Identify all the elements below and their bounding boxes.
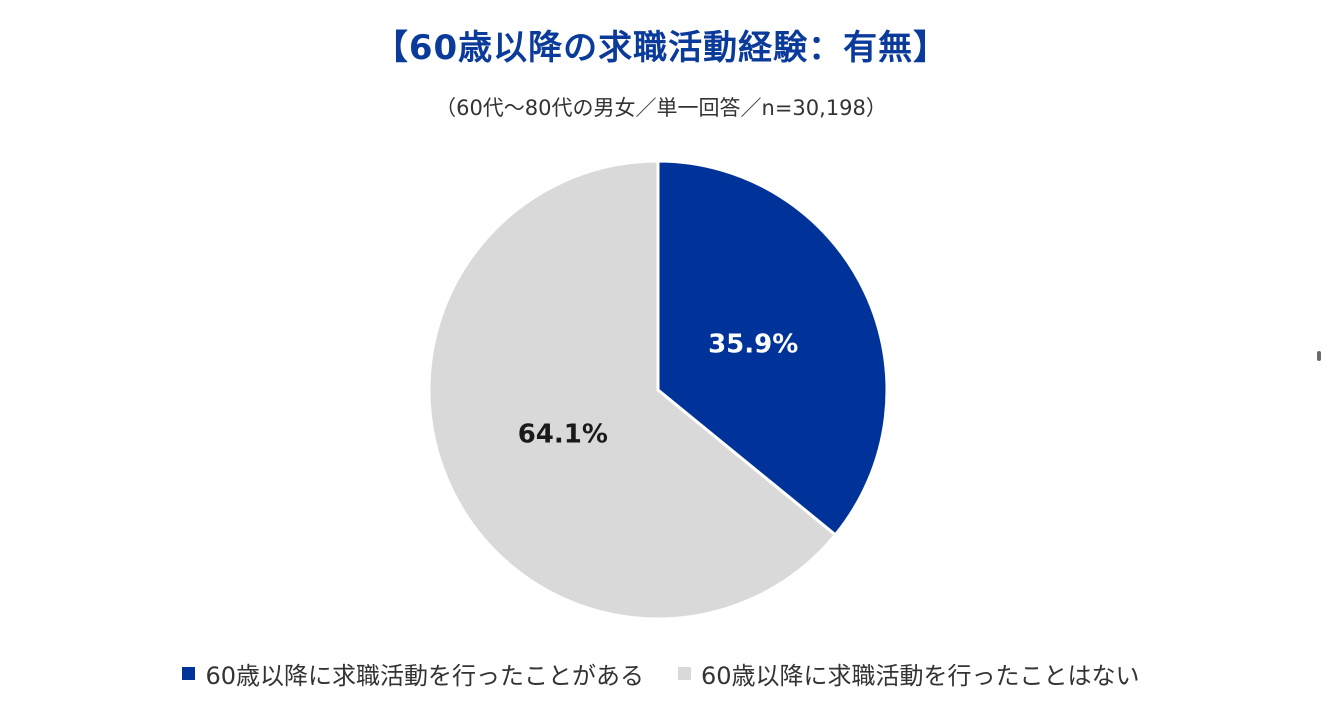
chart-title: 【60歳以降の求職活動経験：有無】 xyxy=(373,28,949,68)
chart-subtitle: （60代～80代の男女／単一回答／n=30,198） xyxy=(435,96,887,120)
edge-marker xyxy=(1317,351,1321,361)
legend-item-yes: 60歳以降に求職活動を行ったことがある xyxy=(182,656,644,691)
pie-label-no: 64.1% xyxy=(518,420,608,450)
legend-label-no: 60歳以降に求職活動を行ったことはない xyxy=(701,662,1140,690)
legend-swatch-no xyxy=(678,667,691,680)
pie-slice-yes xyxy=(656,159,889,537)
legend: 60歳以降に求職活動を行ったことがある 60歳以降に求職活動を行ったことはない xyxy=(0,656,1322,691)
legend-label-yes: 60歳以降に求職活動を行ったことがある xyxy=(205,662,644,690)
pie-slice-no xyxy=(427,159,837,621)
pie-label-yes: 35.9% xyxy=(708,329,798,359)
legend-item-no: 60歳以降に求職活動を行ったことはない xyxy=(678,656,1140,691)
legend-swatch-yes xyxy=(182,667,196,680)
